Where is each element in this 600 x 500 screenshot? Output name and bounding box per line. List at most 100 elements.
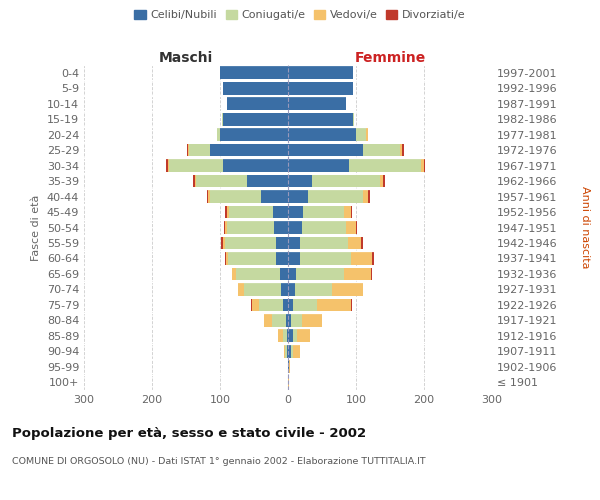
Bar: [288, 128, 356, 141]
Bar: [288, 144, 363, 156]
Bar: [383, 174, 385, 188]
Bar: [195, 174, 196, 188]
Bar: [302, 314, 322, 326]
Bar: [287, 330, 288, 342]
Bar: [288, 330, 293, 342]
Bar: [226, 252, 228, 265]
Bar: [167, 159, 169, 172]
Bar: [259, 298, 283, 311]
Bar: [371, 268, 373, 280]
Bar: [276, 252, 288, 265]
Bar: [348, 236, 361, 250]
Bar: [363, 283, 364, 296]
Bar: [226, 221, 227, 234]
Bar: [278, 330, 283, 342]
Bar: [349, 159, 421, 172]
Bar: [303, 206, 344, 218]
Bar: [288, 206, 303, 218]
Bar: [332, 283, 363, 296]
Bar: [232, 268, 236, 280]
Bar: [353, 113, 354, 126]
Bar: [297, 330, 310, 342]
Text: Popolazione per età, sesso e stato civile - 2002: Popolazione per età, sesso e stato civil…: [12, 428, 366, 440]
Legend: Celibi/Nubili, Coniugati/e, Vedovi/e, Divorziati/e: Celibi/Nubili, Coniugati/e, Vedovi/e, Di…: [130, 6, 470, 25]
Bar: [363, 190, 368, 203]
Bar: [210, 190, 261, 203]
Bar: [210, 144, 288, 156]
Bar: [288, 252, 300, 265]
Bar: [356, 128, 366, 141]
Bar: [238, 283, 244, 296]
Bar: [188, 144, 190, 156]
Bar: [285, 345, 287, 358]
Bar: [288, 113, 353, 126]
Bar: [289, 360, 290, 373]
Bar: [252, 298, 259, 311]
Bar: [281, 283, 288, 296]
Bar: [288, 221, 302, 234]
Bar: [273, 206, 288, 218]
Bar: [302, 221, 346, 234]
Bar: [287, 345, 288, 358]
Bar: [288, 236, 300, 250]
Bar: [368, 190, 370, 203]
Bar: [227, 221, 274, 234]
Bar: [317, 298, 351, 311]
Bar: [344, 206, 350, 218]
Bar: [221, 236, 223, 250]
Bar: [292, 314, 302, 326]
Bar: [288, 314, 292, 326]
Bar: [223, 159, 288, 172]
Bar: [190, 144, 210, 156]
Bar: [196, 174, 247, 188]
Bar: [288, 376, 289, 388]
Bar: [346, 221, 356, 234]
Bar: [274, 221, 288, 234]
Bar: [312, 174, 380, 188]
Bar: [261, 190, 288, 203]
Bar: [361, 236, 364, 250]
Bar: [193, 174, 195, 188]
Bar: [300, 252, 351, 265]
Bar: [220, 66, 288, 79]
Bar: [276, 236, 288, 250]
Y-axis label: Fasce di età: Fasce di età: [31, 194, 41, 260]
Bar: [351, 298, 352, 311]
Bar: [421, 159, 424, 172]
Bar: [220, 128, 288, 141]
Bar: [366, 128, 368, 141]
Bar: [380, 174, 383, 188]
Bar: [293, 298, 317, 311]
Bar: [296, 268, 344, 280]
Bar: [363, 144, 400, 156]
Bar: [264, 314, 272, 326]
Bar: [344, 268, 371, 280]
Bar: [227, 98, 288, 110]
Bar: [356, 221, 358, 234]
Bar: [283, 330, 287, 342]
Bar: [225, 236, 276, 250]
Bar: [229, 206, 273, 218]
Bar: [351, 252, 371, 265]
Bar: [208, 190, 210, 203]
Bar: [169, 159, 223, 172]
Bar: [300, 236, 348, 250]
Bar: [226, 206, 227, 218]
Bar: [293, 345, 299, 358]
Text: Maschi: Maschi: [159, 51, 213, 65]
Bar: [223, 236, 225, 250]
Bar: [288, 66, 353, 79]
Bar: [288, 174, 312, 188]
Bar: [288, 159, 349, 172]
Bar: [280, 268, 288, 280]
Bar: [288, 82, 353, 94]
Bar: [222, 113, 223, 126]
Bar: [224, 221, 226, 234]
Bar: [228, 252, 276, 265]
Bar: [288, 283, 295, 296]
Text: Femmine: Femmine: [355, 51, 425, 65]
Bar: [223, 82, 288, 94]
Bar: [247, 174, 288, 188]
Bar: [288, 98, 346, 110]
Bar: [371, 252, 374, 265]
